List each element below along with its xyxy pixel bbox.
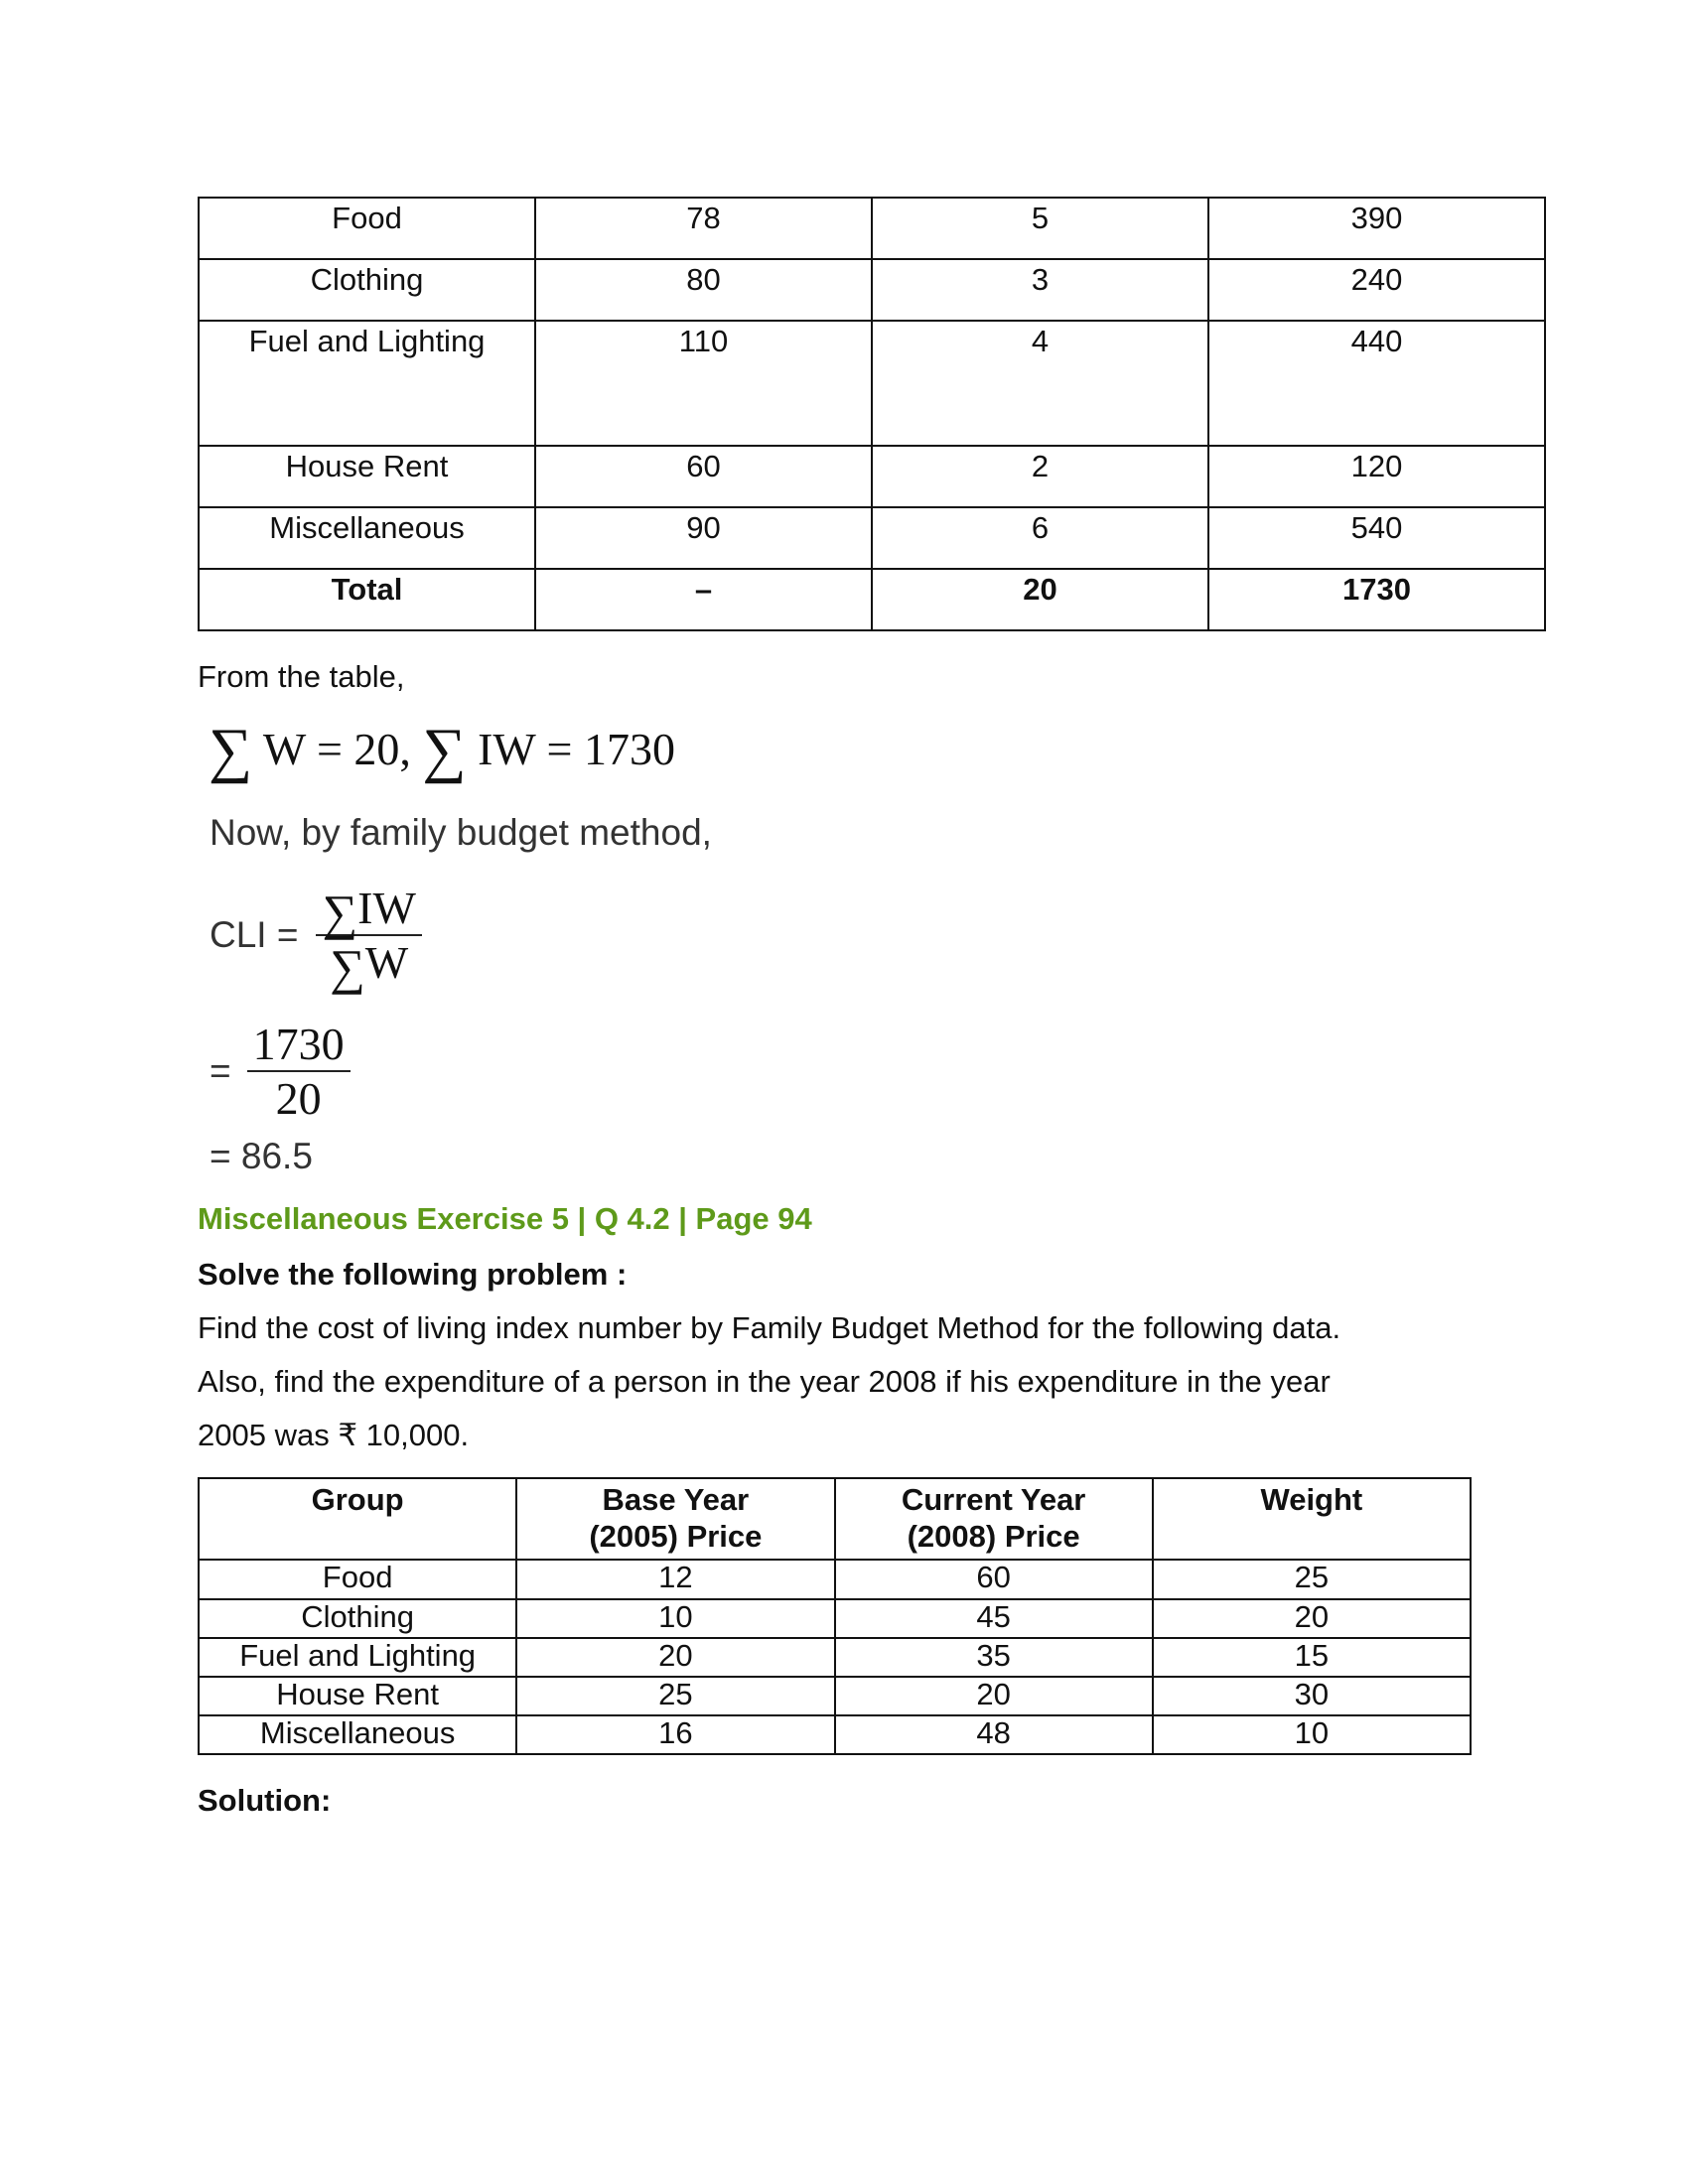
table-cell: 3: [871, 258, 1209, 322]
cli-substitution: = 1730 20: [210, 1018, 351, 1125]
table-cell: 48: [833, 1714, 1154, 1755]
table-row: Food 12 60 25: [197, 1559, 1473, 1600]
table-cell: 10: [515, 1598, 836, 1639]
header-text: (2008) Price: [907, 1519, 1080, 1555]
table-cell: 78: [534, 197, 873, 260]
table-cell: Clothing: [197, 1598, 518, 1639]
table-row: Miscellaneous 16 48 10: [197, 1714, 1473, 1755]
header-text: Current Year: [901, 1482, 1086, 1517]
question-line-1: Find the cost of living index number by …: [198, 1310, 1341, 1345]
header-text: Group: [311, 1482, 404, 1517]
table-cell: 390: [1207, 197, 1546, 260]
table-row: Clothing 80 3 240: [198, 258, 1546, 322]
table-cell: 45: [833, 1598, 1154, 1639]
header-text: Base Year: [602, 1482, 750, 1517]
table-row: House Rent 60 2 120: [198, 445, 1546, 508]
method-text: Now, by family budget method,: [210, 812, 712, 853]
table-cell: 90: [534, 506, 873, 570]
table-cell: House Rent: [198, 445, 536, 508]
table-row: Fuel and Lighting 110 4 440: [198, 320, 1546, 447]
table-cell: 20: [515, 1637, 836, 1678]
header-text: (2005) Price: [589, 1519, 763, 1555]
table-cell: 1730: [1207, 568, 1546, 631]
table-cell: 6: [871, 506, 1209, 570]
exercise-heading: Miscellaneous Exercise 5 | Q 4.2 | Page …: [198, 1201, 812, 1236]
header-text: Weight: [1260, 1482, 1363, 1517]
table-row: Fuel and Lighting 20 35 15: [197, 1637, 1473, 1678]
table-cell: 240: [1207, 258, 1546, 322]
table-cell: 80: [534, 258, 873, 322]
question-line-2: Also, find the expenditure of a person i…: [198, 1364, 1331, 1399]
table-cell: Clothing: [198, 258, 536, 322]
table-row: Food 78 5 390: [198, 197, 1546, 260]
cli-formula: CLI = ∑IW ∑W: [210, 882, 422, 992]
question-line-3: 2005 was ₹ 10,000.: [198, 1418, 470, 1452]
table-cell: 60: [833, 1559, 1154, 1600]
table-row: Clothing 10 45 20: [197, 1598, 1473, 1639]
table-cell: 540: [1207, 506, 1546, 570]
table-cell: 35: [833, 1637, 1154, 1678]
table-cell: 440: [1207, 320, 1546, 447]
table-cell: Fuel and Lighting: [197, 1637, 518, 1678]
table-cell: Fuel and Lighting: [198, 320, 536, 447]
table-cell: 5: [871, 197, 1209, 260]
table-cell: 120: [1207, 445, 1546, 508]
table-cell: 4: [871, 320, 1209, 447]
table-cell: Food: [198, 197, 536, 260]
from-table-text: From the table,: [198, 659, 405, 694]
table-cell: 16: [515, 1714, 836, 1755]
solution-label: Solution:: [198, 1783, 332, 1818]
table-cell: Total: [198, 568, 536, 631]
price-weight-table: Group Base Year (2005) Price Current Year (2…: [197, 1477, 1473, 1755]
table-cell: 20: [871, 568, 1209, 631]
column-header: Current Year (2008) Price: [833, 1477, 1154, 1561]
table-cell: Food: [197, 1559, 518, 1600]
column-header: Weight: [1151, 1477, 1473, 1561]
column-header: Base Year (2005) Price: [515, 1477, 836, 1561]
sum-equation: ∑ W = 20, ∑ IW = 1730: [209, 717, 675, 784]
table-cell: 15: [1151, 1637, 1473, 1678]
table-row: Total –20 1730: [198, 568, 1546, 631]
table-cell: House Rent: [197, 1676, 518, 1716]
column-header: Group: [197, 1477, 518, 1561]
weighted-index-table: Food 78 5 390 Clothing 80 3 240 Fuel and Lightin…: [198, 197, 1546, 631]
table-cell: 12: [515, 1559, 836, 1600]
table-cell: Miscellaneous: [198, 506, 536, 570]
table-cell: 20: [1151, 1598, 1473, 1639]
instruction-text: Solve the following problem :: [198, 1257, 628, 1292]
table-cell: 30: [1151, 1676, 1473, 1716]
table-cell: 10: [1151, 1714, 1473, 1755]
cli-result: = 86.5: [210, 1136, 313, 1176]
table-cell: 25: [515, 1676, 836, 1716]
table-cell: 110: [534, 320, 873, 447]
table-row: House Rent 25 20 30: [197, 1676, 1473, 1716]
table-cell: 2: [871, 445, 1209, 508]
table-cell: Miscellaneous: [197, 1714, 518, 1755]
table-row: Miscellaneous 90 6 540: [198, 506, 1546, 570]
table-cell: –: [534, 568, 873, 631]
table-cell: 25: [1151, 1559, 1473, 1600]
table-cell: 20: [833, 1676, 1154, 1716]
table-cell: 60: [534, 445, 873, 508]
